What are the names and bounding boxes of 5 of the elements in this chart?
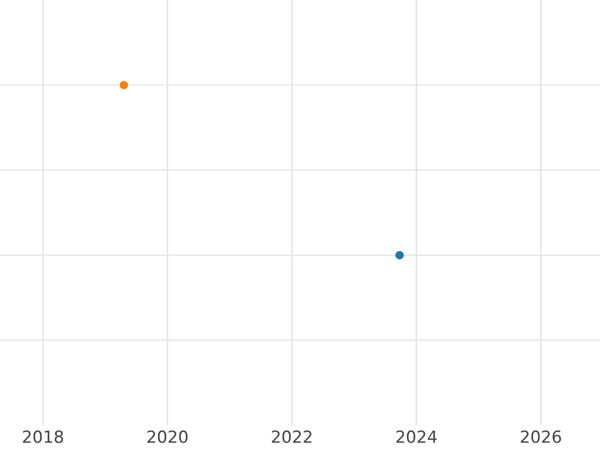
x-tick-label: 2020	[147, 430, 188, 444]
x-tick-label: 2018	[22, 430, 64, 444]
x-tick-label: 2022	[272, 430, 312, 444]
x-tick-label: 2024	[396, 430, 437, 444]
x-tick-label: 2026	[520, 430, 562, 444]
